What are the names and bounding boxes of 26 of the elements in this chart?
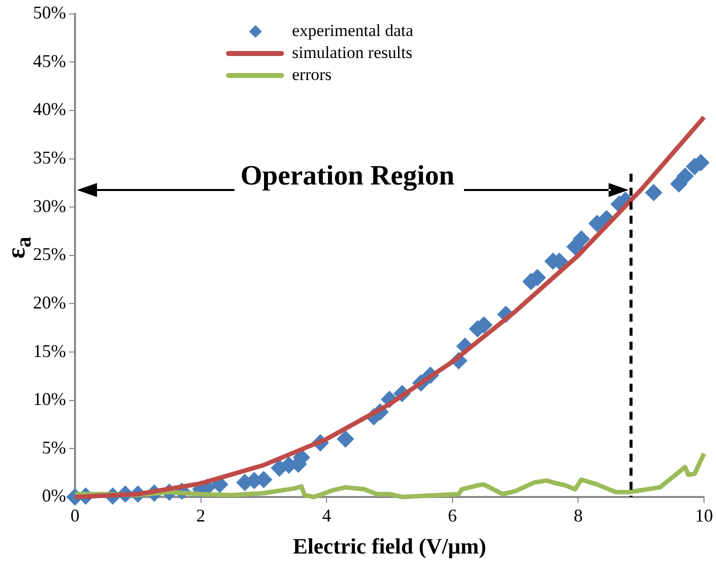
annotation: Operation Region	[240, 160, 455, 192]
x-tick-label: 4	[322, 506, 332, 526]
x-tick-label: 0	[70, 506, 80, 526]
legend-label: simulation results	[292, 43, 412, 63]
y-tick-label: 40%	[32, 99, 66, 120]
y-tick-label: 50%	[32, 2, 66, 23]
legend-label: errors	[292, 65, 332, 85]
point	[572, 230, 590, 248]
legend-label: experimental data	[292, 21, 414, 41]
x-tick-label: 2	[196, 506, 206, 526]
y-tick-label: 25%	[32, 244, 66, 264]
point	[336, 430, 354, 448]
y-tick-label: 20%	[32, 292, 66, 312]
y-tick-label: 45%	[32, 50, 66, 71]
y-tick-label: 0%	[42, 486, 66, 506]
y-tick-label: 10%	[32, 389, 66, 410]
point	[645, 184, 662, 202]
point	[676, 168, 694, 185]
y-tick-label: 30%	[32, 196, 66, 216]
y-tick-label: 15%	[32, 340, 66, 361]
x-tick-label: 6	[448, 506, 457, 526]
x-tick-label: 10	[695, 506, 713, 526]
x-tick-label: 8	[574, 506, 583, 526]
y-tick-label: 35%	[32, 147, 66, 168]
x-axis-title: Electric field (V/μm)	[292, 533, 486, 558]
y-tick-label: 5%	[42, 437, 66, 458]
